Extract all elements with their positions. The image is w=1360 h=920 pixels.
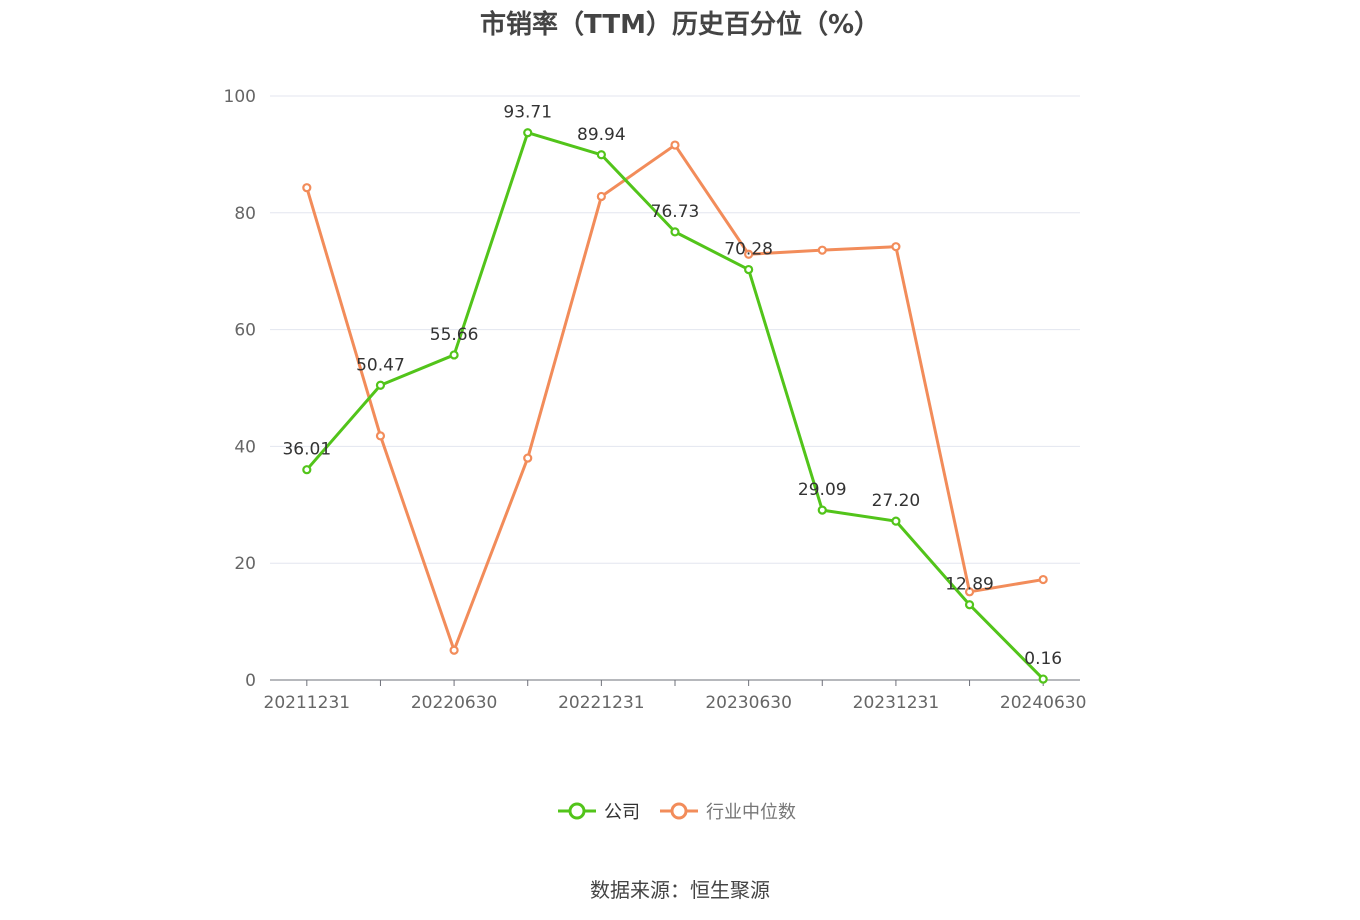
data-source: 数据来源：恒生聚源 (590, 878, 770, 902)
data-point[interactable] (891, 516, 901, 526)
x-tick-label: 20221231 (558, 693, 645, 713)
data-label: 93.71 (503, 103, 552, 123)
data-point[interactable] (964, 600, 975, 610)
y-tick-label: 40 (234, 437, 256, 457)
data-point[interactable] (302, 465, 312, 475)
data-point[interactable] (1038, 674, 1048, 684)
series-lines (302, 128, 1048, 684)
data-label: 27.20 (872, 491, 921, 511)
data-label: 0.16 (1024, 649, 1062, 669)
data-label: 12.89 (945, 575, 994, 595)
data-label: 29.09 (798, 480, 847, 500)
x-tick-label: 20231231 (853, 693, 940, 713)
data-label: 76.73 (651, 202, 700, 222)
data-label: 70.28 (724, 240, 773, 260)
data-point[interactable] (302, 183, 312, 193)
data-point[interactable] (1038, 574, 1048, 585)
y-tick-label: 80 (234, 204, 256, 224)
x-tick-label: 20211231 (264, 693, 351, 713)
legend-marker (568, 802, 586, 820)
grid-lines (270, 95, 1080, 564)
x-tick-label: 20220630 (411, 693, 498, 713)
data-point[interactable] (817, 505, 827, 515)
legend-item[interactable]: 行业中位数 (660, 802, 796, 823)
data-point[interactable] (449, 645, 459, 655)
chart-title: 市销率（TTM）历史百分位（%） (480, 10, 880, 40)
data-point[interactable] (817, 245, 827, 255)
legend-label: 公司 (604, 802, 640, 823)
data-point[interactable] (523, 128, 533, 138)
y-tick-label: 100 (224, 87, 256, 107)
data-point[interactable] (523, 453, 533, 463)
y-tick-label: 60 (234, 321, 256, 341)
data-point[interactable] (891, 242, 901, 252)
data-point[interactable] (744, 264, 754, 275)
data-label: 36.01 (282, 440, 331, 460)
data-label: 50.47 (356, 355, 405, 375)
y-tick-label: 0 (245, 671, 256, 691)
legend-label: 行业中位数 (706, 802, 796, 823)
line-chart: 0 20 40 60 80 100 20211231 20220630 20221231 2023… (224, 87, 1087, 823)
data-point[interactable] (375, 380, 386, 390)
data-point[interactable] (670, 140, 680, 150)
data-point[interactable] (596, 150, 606, 160)
x-tick-label: 20240630 (1000, 693, 1087, 713)
data-point[interactable] (670, 227, 680, 237)
legend-marker (670, 802, 688, 820)
data-point[interactable] (596, 191, 606, 202)
y-tick-label: 20 (234, 554, 256, 574)
data-label: 89.94 (577, 125, 626, 145)
x-tick-label: 20230630 (705, 693, 792, 713)
data-point[interactable] (449, 350, 459, 360)
data-point[interactable] (744, 249, 754, 259)
data-point[interactable] (964, 587, 975, 597)
data-labels: 36.01 50.47 55.66 93.71 89.94 76.73 70.28 29.09… (282, 103, 1062, 669)
legend-item[interactable]: 公司 (558, 802, 640, 823)
data-label: 55.66 (430, 325, 479, 345)
axes: 0 20 40 60 80 100 20211231 20220630 20221231 2023… (224, 87, 1087, 713)
data-point[interactable] (375, 431, 386, 441)
legend: 公司 行业中位数 (558, 802, 796, 823)
